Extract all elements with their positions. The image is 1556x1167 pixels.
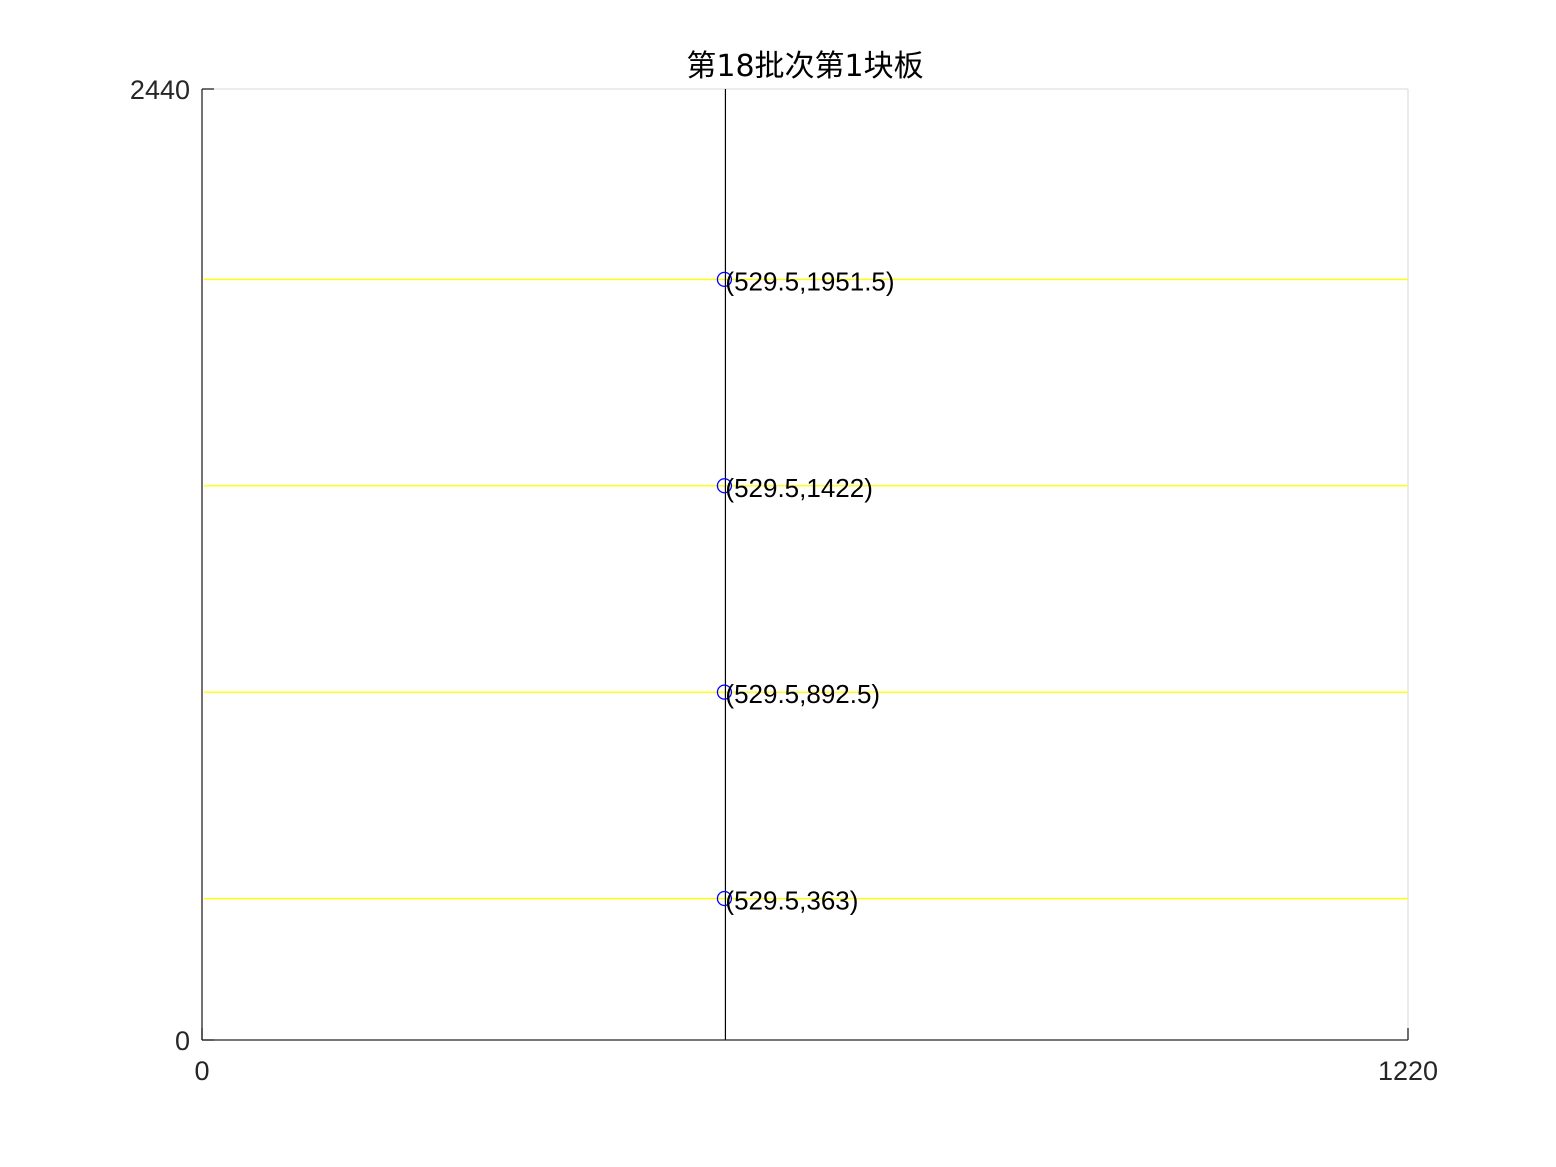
cut-point-label: (529.5,1422) — [725, 473, 872, 503]
cut-point-label: (529.5,363) — [725, 886, 858, 916]
plot-area: 0 1220 0 2440 (529.5,1951.5) (529.5,1422) (529… — [130, 75, 1438, 1086]
cut-point-marker — [716, 478, 733, 494]
y-tick-label: 0 — [175, 1026, 190, 1056]
chart-title: 第18批次第1块板 — [686, 49, 923, 84]
cut-point-marker — [716, 684, 733, 700]
cut-point-marker — [716, 890, 733, 907]
cut-point-label: (529.5,1951.5) — [725, 266, 894, 296]
x-tick-label: 0 — [194, 1056, 209, 1086]
y-tick-label: 2440 — [130, 75, 190, 105]
cut-point-marker — [716, 271, 733, 288]
cut-point-label: (529.5,892.5) — [725, 679, 880, 709]
x-tick-label: 1220 — [1378, 1056, 1438, 1086]
